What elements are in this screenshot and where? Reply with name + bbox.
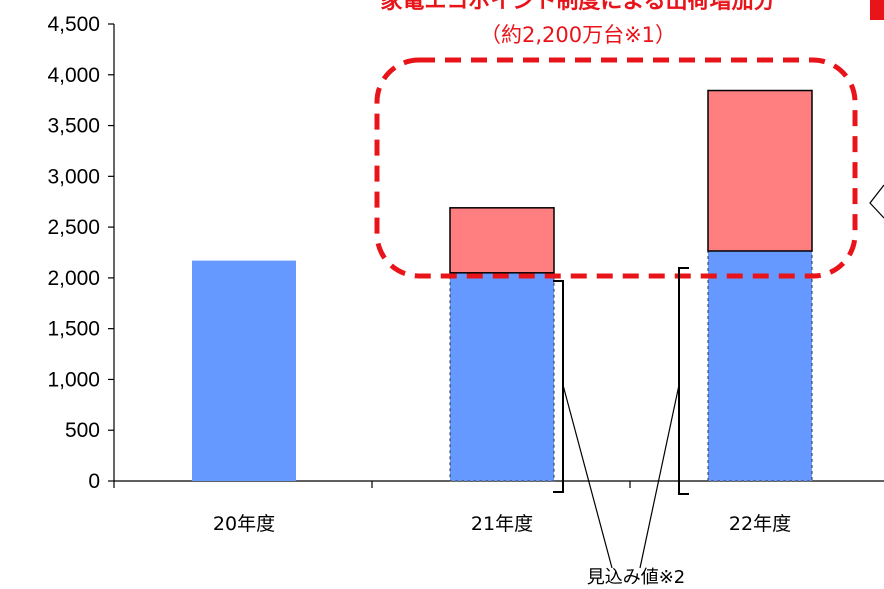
- x-tick-label: 21年度: [471, 513, 533, 535]
- y-tick-label: 3,000: [47, 165, 100, 188]
- bar-base-2: [449, 272, 555, 482]
- callout-line1: 家電エコポイント制度による出荷増加分: [380, 0, 775, 14]
- x-tick-label: 22年度: [729, 513, 791, 535]
- x-axis: 20年度 21年度 22年度: [113, 480, 884, 535]
- bar-base-1: [192, 260, 296, 481]
- y-tick-label: 2,000: [47, 267, 100, 290]
- y-tick-label: 2,500: [47, 216, 100, 239]
- leader-line-21: [562, 384, 613, 569]
- y-axis: 0 500 1,000 1,500 2,000 2,500 3,000 3,500 4,000 4…: [47, 13, 115, 493]
- estimate-label: 見込み値※2: [587, 567, 686, 588]
- y-tick-label: 4,000: [47, 64, 100, 87]
- y-tick-label: 4,500: [47, 13, 100, 36]
- y-tick-label: 500: [65, 419, 100, 442]
- bracket-22: [678, 267, 689, 495]
- callout-line2: （約2,200万台※1）: [480, 23, 676, 47]
- y-tick-label: 3,500: [47, 115, 100, 138]
- highlight-dashed-box: [374, 57, 858, 279]
- y-tick-label: 0: [88, 470, 100, 493]
- bars: [192, 89, 813, 482]
- leader-line-22: [639, 384, 680, 569]
- x-tick-label: 20年度: [213, 513, 275, 535]
- callout-pointer-icon: [869, 184, 884, 219]
- bar-increase-3: [707, 89, 813, 252]
- bar-increase-2: [449, 207, 555, 274]
- y-tick-label: 1,000: [47, 368, 100, 391]
- y-tick-label: 1,500: [47, 318, 100, 341]
- bar-base-3: [707, 250, 813, 482]
- red-marker-icon: [870, 0, 884, 20]
